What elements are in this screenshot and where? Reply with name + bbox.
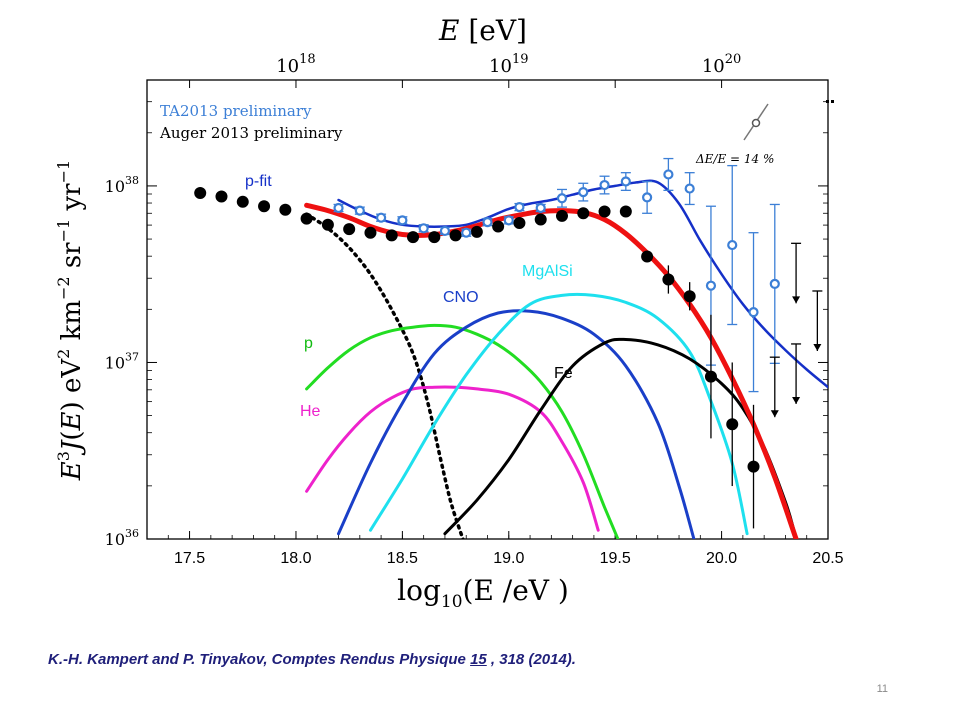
page-number: 11 [876,683,888,695]
ta-point [620,176,631,187]
top-tick-label: 1020 [702,52,741,77]
ta-point [599,179,610,191]
curve-label-p: p [304,335,313,352]
ta-point [482,217,493,228]
auger-point [194,186,207,199]
legend-auger: Auger 2013 preliminary [159,124,343,142]
auger-point [449,229,462,242]
y-axis-label: E3J(E) eV2 km−2 sr−1 yr−1 [54,160,87,481]
ta-point [375,212,387,223]
plot-border [146,79,829,540]
ta-point [556,193,568,204]
data-points [194,169,780,473]
y-tick-label: 1037 [105,350,139,372]
top-axis-label: E [eV] [438,14,527,47]
ta-point [727,239,738,251]
auger-point [428,231,441,244]
auger-point [555,209,568,222]
top-tick-label: 1019 [489,52,528,77]
curve-total [304,202,799,539]
auger-point [534,213,547,226]
upper-limit-arrow [813,343,822,351]
auger-point [619,205,632,218]
x-tick-label: 17.5 [174,550,205,567]
auger-point [747,460,760,473]
curve-label-cno: CNO [443,289,479,306]
ta-point [354,205,365,216]
ta-point [769,278,780,290]
auger-point [258,200,271,213]
auger-point [704,370,717,383]
y-tick-label: 1038 [105,174,139,196]
auger-point [683,290,696,303]
ta-point [461,227,472,238]
auger-point [215,190,228,203]
ta-point [663,169,674,180]
auger-point [492,220,505,233]
ta-point [418,223,429,234]
auger-point [300,212,313,225]
curve-mgalsi [369,292,749,536]
auger-point [726,418,739,431]
x-tick-label: 18.5 [387,550,418,567]
auger-point [321,218,334,231]
ta-point [333,202,344,214]
auger-point [577,207,590,220]
auger-point [513,216,526,229]
curve-label-mgalsi: MgAlSi [522,263,573,280]
ta-point [642,192,653,203]
ta-point [514,202,525,213]
x-tick-label: 20.0 [706,550,737,567]
ta-point [535,202,546,214]
model-curves [304,179,828,539]
ta-point [748,307,759,318]
auger-point [598,205,611,218]
curve-label-p-fit: p-fit [245,173,272,190]
auger-point [470,225,483,238]
citation-volume: 15 [470,651,487,668]
ta-point [705,280,717,291]
curve-label-he: He [300,403,321,420]
auger-point [662,273,675,286]
ta-point [503,215,514,226]
upper-limit-arrow [792,396,801,404]
ta-point [439,225,451,237]
y-tick-label: 1036 [105,527,139,549]
curve-cno [337,309,696,539]
energy-resolution-marker [743,103,769,141]
upper-limit-arrow [792,296,801,304]
auger-point [385,229,398,242]
x-tick-label: 20.5 [812,550,843,567]
legend-ta: TA2013 preliminary [160,102,312,120]
top-tick-label: 1018 [276,52,315,77]
auger-point [236,195,249,208]
energy-resolution-label: ΔE/E = 14 % [695,152,774,166]
curve-p [305,323,620,539]
curve-labels: p-fit p He CNO MgAlSi Fe [245,173,573,420]
auger-point [364,226,377,239]
ta-point [397,215,408,226]
ta-point [578,187,589,198]
x-axis-label: log10(E /eV ) [397,574,569,612]
curve-he [305,385,600,532]
curve-dotted [304,212,465,539]
top-axis-ticks: 1018 1019 1020 [276,52,741,77]
curve-label-fe: Fe [554,365,573,382]
y-axis-ticks: 1036 1037 1038 [105,101,828,549]
upper-limit-arrow [770,410,779,418]
auger-point [343,223,356,236]
x-tick-label: 19.0 [493,550,524,567]
auger-point [279,203,292,216]
x-tick-label: 18.0 [280,550,311,567]
citation: K.-H. Kampert and P. Tinyakov, Comptes R… [48,651,576,668]
ta-point [684,183,695,194]
plot-frame [146,79,829,540]
auger-point [407,231,420,244]
auger-point [641,250,654,263]
corner-marks [826,100,834,103]
x-axis-ticks: 17.5 18.0 18.5 19.0 19.5 20.0 20.5 [167,80,844,567]
x-tick-label: 19.5 [600,550,631,567]
